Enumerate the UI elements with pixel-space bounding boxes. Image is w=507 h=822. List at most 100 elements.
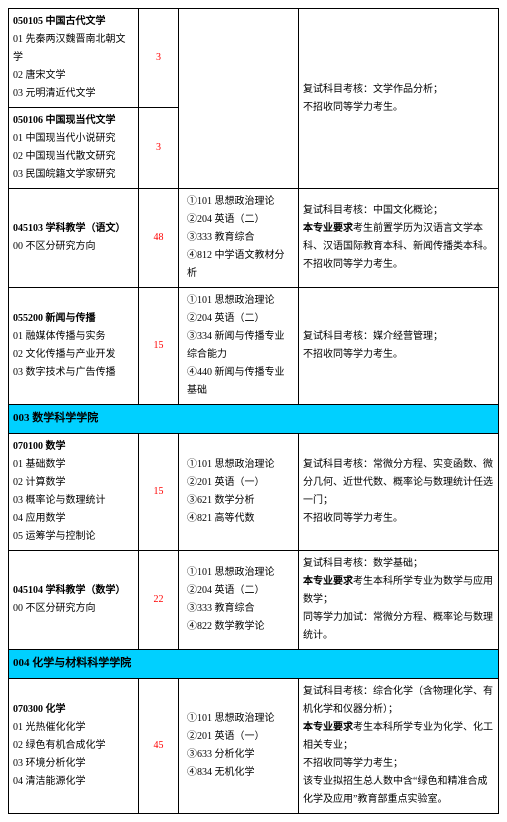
quota-cell: 48 [139, 189, 179, 288]
direction: 02 计算数学 [13, 474, 134, 492]
notes-cell: 复试科目考核：数学基础；本专业要求考生本科所学专业为数学与应用数学；同等学力加试… [299, 550, 499, 649]
table-row: 055200 新闻与传播01 融媒体传播与实务02 文化传播与产业开发03 数字… [9, 288, 499, 405]
exam-line: ④822 数学教学论 [183, 618, 294, 636]
direction: 01 基础数学 [13, 456, 134, 474]
note-line: 复试科目考核：中国文化概论； [303, 202, 494, 220]
direction: 01 融媒体传播与实务 [13, 328, 134, 346]
major-cell: 045103 学科教学（语文）00 不区分研究方向 [9, 189, 139, 288]
dept-header: 003 数学科学学院 [9, 405, 499, 434]
exam-line: ②204 英语（二） [183, 582, 294, 600]
quota-cell: 15 [139, 288, 179, 405]
major-title: 070300 化学 [13, 701, 134, 719]
note-line: 复试科目考核：数学基础； [303, 555, 494, 573]
exam-cell: ①101 思想政治理论②204 英语（二）③333 教育综合④822 数学教学论 [179, 550, 299, 649]
exam-cell: ①101 思想政治理论②204 英语（二）③334 新闻与传播专业综合能力④44… [179, 288, 299, 405]
note-line: 不招收同等学力考生。 [303, 256, 494, 274]
major-cell: 070300 化学01 光热催化化学02 绿色有机合成化学03 环境分析化学04… [9, 678, 139, 813]
note-line: 不招收同等学力考生。 [303, 99, 494, 117]
direction: 02 中国现当代散文研究 [13, 148, 134, 166]
exam-line: ①101 思想政治理论 [183, 456, 294, 474]
note-line: 不招收同等学力考生。 [303, 346, 494, 364]
direction: 01 先秦两汉魏晋南北朝文学 [13, 31, 134, 67]
direction: 02 绿色有机合成化学 [13, 737, 134, 755]
direction: 03 环境分析化学 [13, 755, 134, 773]
direction: 01 光热催化化学 [13, 719, 134, 737]
major-title: 045103 学科教学（语文） [13, 220, 134, 238]
note-line: 复试科目考核：常微分方程、实变函数、微分几何、近世代数、概率论与数理统计任选一门… [303, 456, 494, 510]
note-line: 复试科目考核：综合化学（含物理化学、有机化学和仪器分析）； [303, 683, 494, 719]
exam-line: ②204 英语（二） [183, 211, 294, 229]
notes-cell: 复试科目考核：中国文化概论；本专业要求考生前置学历为汉语言文学本科、汉语国际教育… [299, 189, 499, 288]
dept-header-row: 004 化学与材料科学学院 [9, 649, 499, 678]
table-row: 070300 化学01 光热催化化学02 绿色有机合成化学03 环境分析化学04… [9, 678, 499, 813]
major-cell: 050105 中国古代文学01 先秦两汉魏晋南北朝文学02 唐宋文学03 元明清… [9, 9, 139, 108]
note-line: 本专业要求考生前置学历为汉语言文学本科、汉语国际教育本科、新闻传播类本科。 [303, 220, 494, 256]
notes-cell: 复试科目考核：综合化学（含物理化学、有机化学和仪器分析）；本专业要求考生本科所学… [299, 678, 499, 813]
exam-line: ④834 无机化学 [183, 764, 294, 782]
dept-header: 004 化学与材料科学学院 [9, 649, 499, 678]
direction: 00 不区分研究方向 [13, 600, 134, 618]
note-line: 不招收同等学力考生。 [303, 510, 494, 528]
major-title: 050106 中国现当代文学 [13, 112, 134, 130]
program-table: 050105 中国古代文学01 先秦两汉魏晋南北朝文学02 唐宋文学03 元明清… [8, 8, 499, 814]
dept-header-row: 003 数学科学学院 [9, 405, 499, 434]
exam-line: ③333 教育综合 [183, 229, 294, 247]
exam-line: ②201 英语（一） [183, 728, 294, 746]
direction: 02 文化传播与产业开发 [13, 346, 134, 364]
direction: 05 运筹学与控制论 [13, 528, 134, 546]
exam-line: ①101 思想政治理论 [183, 710, 294, 728]
major-title: 070100 数学 [13, 438, 134, 456]
exam-line: ②204 英语（二） [183, 310, 294, 328]
direction: 03 数字技术与广告传播 [13, 364, 134, 382]
major-title: 055200 新闻与传播 [13, 310, 134, 328]
exam-line: ①101 思想政治理论 [183, 564, 294, 582]
major-cell: 055200 新闻与传播01 融媒体传播与实务02 文化传播与产业开发03 数字… [9, 288, 139, 405]
direction: 01 中国现当代小说研究 [13, 130, 134, 148]
direction: 00 不区分研究方向 [13, 238, 134, 256]
table-row: 045104 学科教学（数学）00 不区分研究方向 22 ①101 思想政治理论… [9, 550, 499, 649]
exam-line: ③334 新闻与传播专业综合能力 [183, 328, 294, 364]
notes-cell: 复试科目考核：常微分方程、实变函数、微分几何、近世代数、概率论与数理统计任选一门… [299, 433, 499, 550]
note-line: 该专业拟招生总人数中含“绿色和精准合成化学及应用”教育部重点实验室。 [303, 773, 494, 809]
note-line: 本专业要求考生本科所学专业为化学、化工相关专业； [303, 719, 494, 755]
exam-line: ④821 高等代数 [183, 510, 294, 528]
quota-cell: 3 [139, 9, 179, 108]
direction: 03 概率论与数理统计 [13, 492, 134, 510]
major-title: 045104 学科教学（数学） [13, 582, 134, 600]
quota-cell: 22 [139, 550, 179, 649]
quota-cell: 15 [139, 433, 179, 550]
notes-cell: 复试科目考核：媒介经营管理；不招收同等学力考生。 [299, 288, 499, 405]
exam-line: ④440 新闻与传播专业基础 [183, 364, 294, 400]
direction: 02 唐宋文学 [13, 67, 134, 85]
direction: 04 应用数学 [13, 510, 134, 528]
exam-cell: ①101 思想政治理论②201 英语（一）③633 分析化学④834 无机化学 [179, 678, 299, 813]
quota-cell: 45 [139, 678, 179, 813]
major-cell: 050106 中国现当代文学01 中国现当代小说研究02 中国现当代散文研究03… [9, 108, 139, 189]
exam-line: ④812 中学语文教材分析 [183, 247, 294, 283]
table-row: 045103 学科教学（语文）00 不区分研究方向 48 ①101 思想政治理论… [9, 189, 499, 288]
direction: 03 元明清近代文学 [13, 85, 134, 103]
note-line: 本专业要求考生本科所学专业为数学与应用数学； [303, 573, 494, 609]
table-row: 070100 数学01 基础数学02 计算数学03 概率论与数理统计04 应用数… [9, 433, 499, 550]
major-title: 050105 中国古代文学 [13, 13, 134, 31]
major-cell: 045104 学科教学（数学）00 不区分研究方向 [9, 550, 139, 649]
note-line: 同等学力加试：常微分方程、概率论与数理统计。 [303, 609, 494, 645]
note-line: 复试科目考核：媒介经营管理； [303, 328, 494, 346]
note-line: 复试科目考核：文学作品分析； [303, 81, 494, 99]
exam-cell [179, 9, 299, 189]
exam-line: ③633 分析化学 [183, 746, 294, 764]
exam-cell: ①101 思想政治理论②204 英语（二）③333 教育综合④812 中学语文教… [179, 189, 299, 288]
exam-line: ②201 英语（一） [183, 474, 294, 492]
direction: 04 清洁能源化学 [13, 773, 134, 791]
table-row: 050105 中国古代文学01 先秦两汉魏晋南北朝文学02 唐宋文学03 元明清… [9, 9, 499, 108]
exam-line: ③621 数学分析 [183, 492, 294, 510]
exam-line: ①101 思想政治理论 [183, 292, 294, 310]
note-line: 不招收同等学力考生； [303, 755, 494, 773]
direction: 03 民国皖籍文学家研究 [13, 166, 134, 184]
exam-line: ①101 思想政治理论 [183, 193, 294, 211]
quota-cell: 3 [139, 108, 179, 189]
exam-cell: ①101 思想政治理论②201 英语（一）③621 数学分析④821 高等代数 [179, 433, 299, 550]
major-cell: 070100 数学01 基础数学02 计算数学03 概率论与数理统计04 应用数… [9, 433, 139, 550]
exam-line: ③333 教育综合 [183, 600, 294, 618]
notes-cell: 复试科目考核：文学作品分析；不招收同等学力考生。 [299, 9, 499, 189]
